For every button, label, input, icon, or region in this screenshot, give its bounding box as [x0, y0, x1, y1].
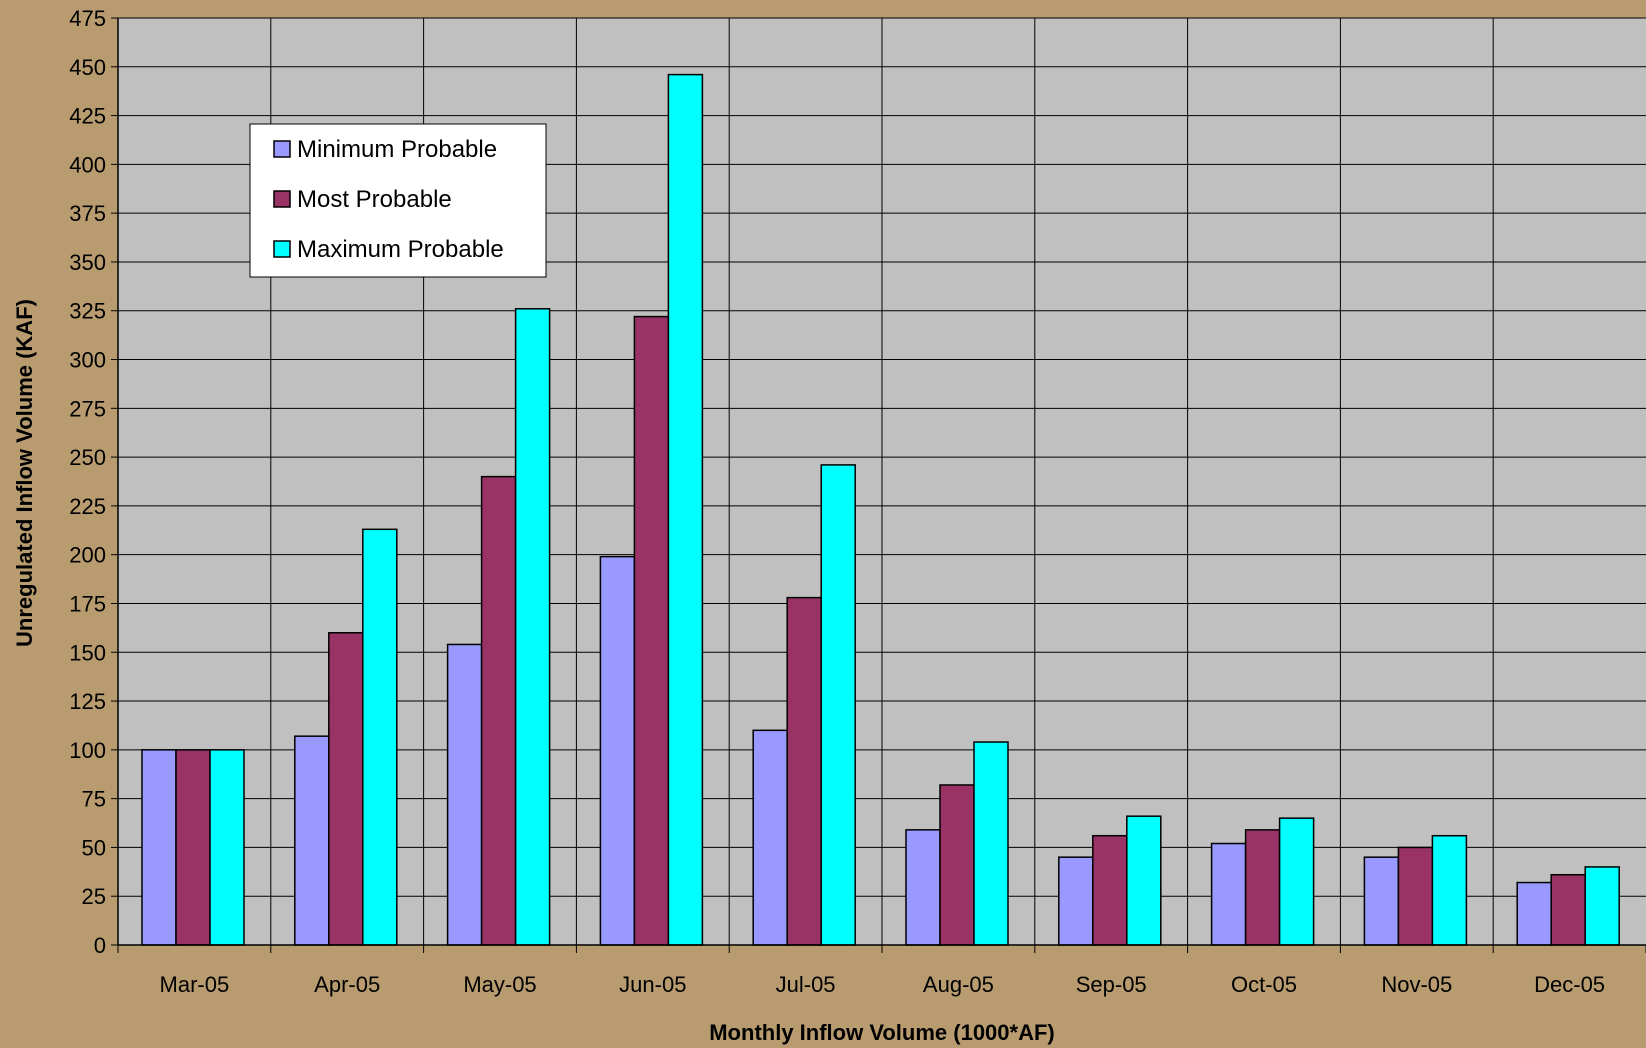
bar [1126, 815, 1162, 946]
y-tick-label: 250 [69, 445, 106, 470]
bar [786, 596, 822, 946]
bar [1058, 856, 1094, 946]
y-tick-label: 25 [82, 884, 106, 909]
legend-label: Most Probable [297, 186, 452, 213]
bar [1431, 834, 1468, 946]
y-tick-label: 200 [69, 543, 106, 568]
y-tick-label: 400 [69, 152, 106, 177]
x-tick-label: Dec-05 [1534, 972, 1605, 997]
x-tick-label: Nov-05 [1381, 972, 1452, 997]
y-tick-label: 75 [82, 787, 106, 812]
x-axis-title: Monthly Inflow Volume (1000*AF) [709, 1020, 1055, 1045]
x-tick-label: Jun-05 [619, 972, 686, 997]
y-tick-label: 450 [69, 55, 106, 80]
legend: Minimum Probable Most Probable Maximum Pro… [249, 123, 547, 278]
bar [209, 749, 245, 946]
bar [1278, 817, 1315, 946]
x-tick-label: May-05 [463, 972, 536, 997]
bar [362, 528, 398, 946]
axes [111, 17, 1646, 953]
bar [1584, 866, 1620, 946]
x-tick-label: Oct-05 [1231, 972, 1297, 997]
bar [599, 555, 636, 946]
legend-label: Maximum Probable [297, 236, 504, 263]
y-tick-label: 125 [69, 689, 106, 714]
y-tick-label: 100 [69, 738, 106, 763]
bar [294, 735, 330, 946]
x-tick-label: Jul-05 [776, 972, 836, 997]
legend-label: Minimum Probable [297, 136, 497, 163]
bar [820, 464, 856, 946]
bar [1210, 842, 1247, 946]
bar [973, 741, 1009, 946]
legend-swatch [273, 140, 291, 158]
y-tick-label: 350 [69, 250, 106, 275]
bar [1397, 846, 1434, 946]
bar [175, 749, 211, 946]
legend-swatch [273, 190, 291, 208]
x-tick-label: Sep-05 [1076, 972, 1147, 997]
y-tick-label: 225 [69, 494, 106, 519]
x-tick-label: Apr-05 [314, 972, 380, 997]
bar [1550, 873, 1586, 946]
bar [905, 829, 941, 946]
bar [752, 729, 788, 946]
bar [514, 308, 551, 946]
legend-swatch [273, 240, 291, 258]
y-tick-label: 300 [69, 348, 106, 373]
x-tick-label: Aug-05 [923, 972, 994, 997]
bar [446, 643, 483, 946]
bar [1363, 856, 1400, 946]
y-tick-label: 325 [69, 299, 106, 324]
y-tick-label: 175 [69, 591, 106, 616]
legend-box [249, 123, 547, 278]
bar [141, 749, 177, 946]
bar [667, 73, 704, 946]
bar [633, 315, 670, 946]
bar [328, 631, 364, 946]
y-tick-label: 375 [69, 201, 106, 226]
y-tick-label: 275 [69, 396, 106, 421]
y-tick-label: 475 [69, 6, 106, 31]
y-tick-labels: 0 25 50 75 100 125 150 175 200 225 250 275 300 325 350… [69, 6, 106, 958]
y-tick-label: 150 [69, 640, 106, 665]
y-tick-label: 425 [69, 104, 106, 129]
y-axis-title: Unregulated Inflow Volume (KAF) [12, 299, 37, 647]
y-tick-label: 50 [82, 835, 106, 860]
bar [939, 784, 975, 946]
x-tick-labels: Mar-05 Apr-05 May-05 Jun-05 Jul-05 Aug-05 Sep-… [160, 972, 1606, 997]
y-tick-label: 0 [94, 933, 106, 958]
x-tick-label: Mar-05 [160, 972, 230, 997]
bar [1244, 829, 1281, 946]
bar [480, 475, 517, 946]
bar [1516, 881, 1552, 946]
bar [1092, 834, 1128, 946]
